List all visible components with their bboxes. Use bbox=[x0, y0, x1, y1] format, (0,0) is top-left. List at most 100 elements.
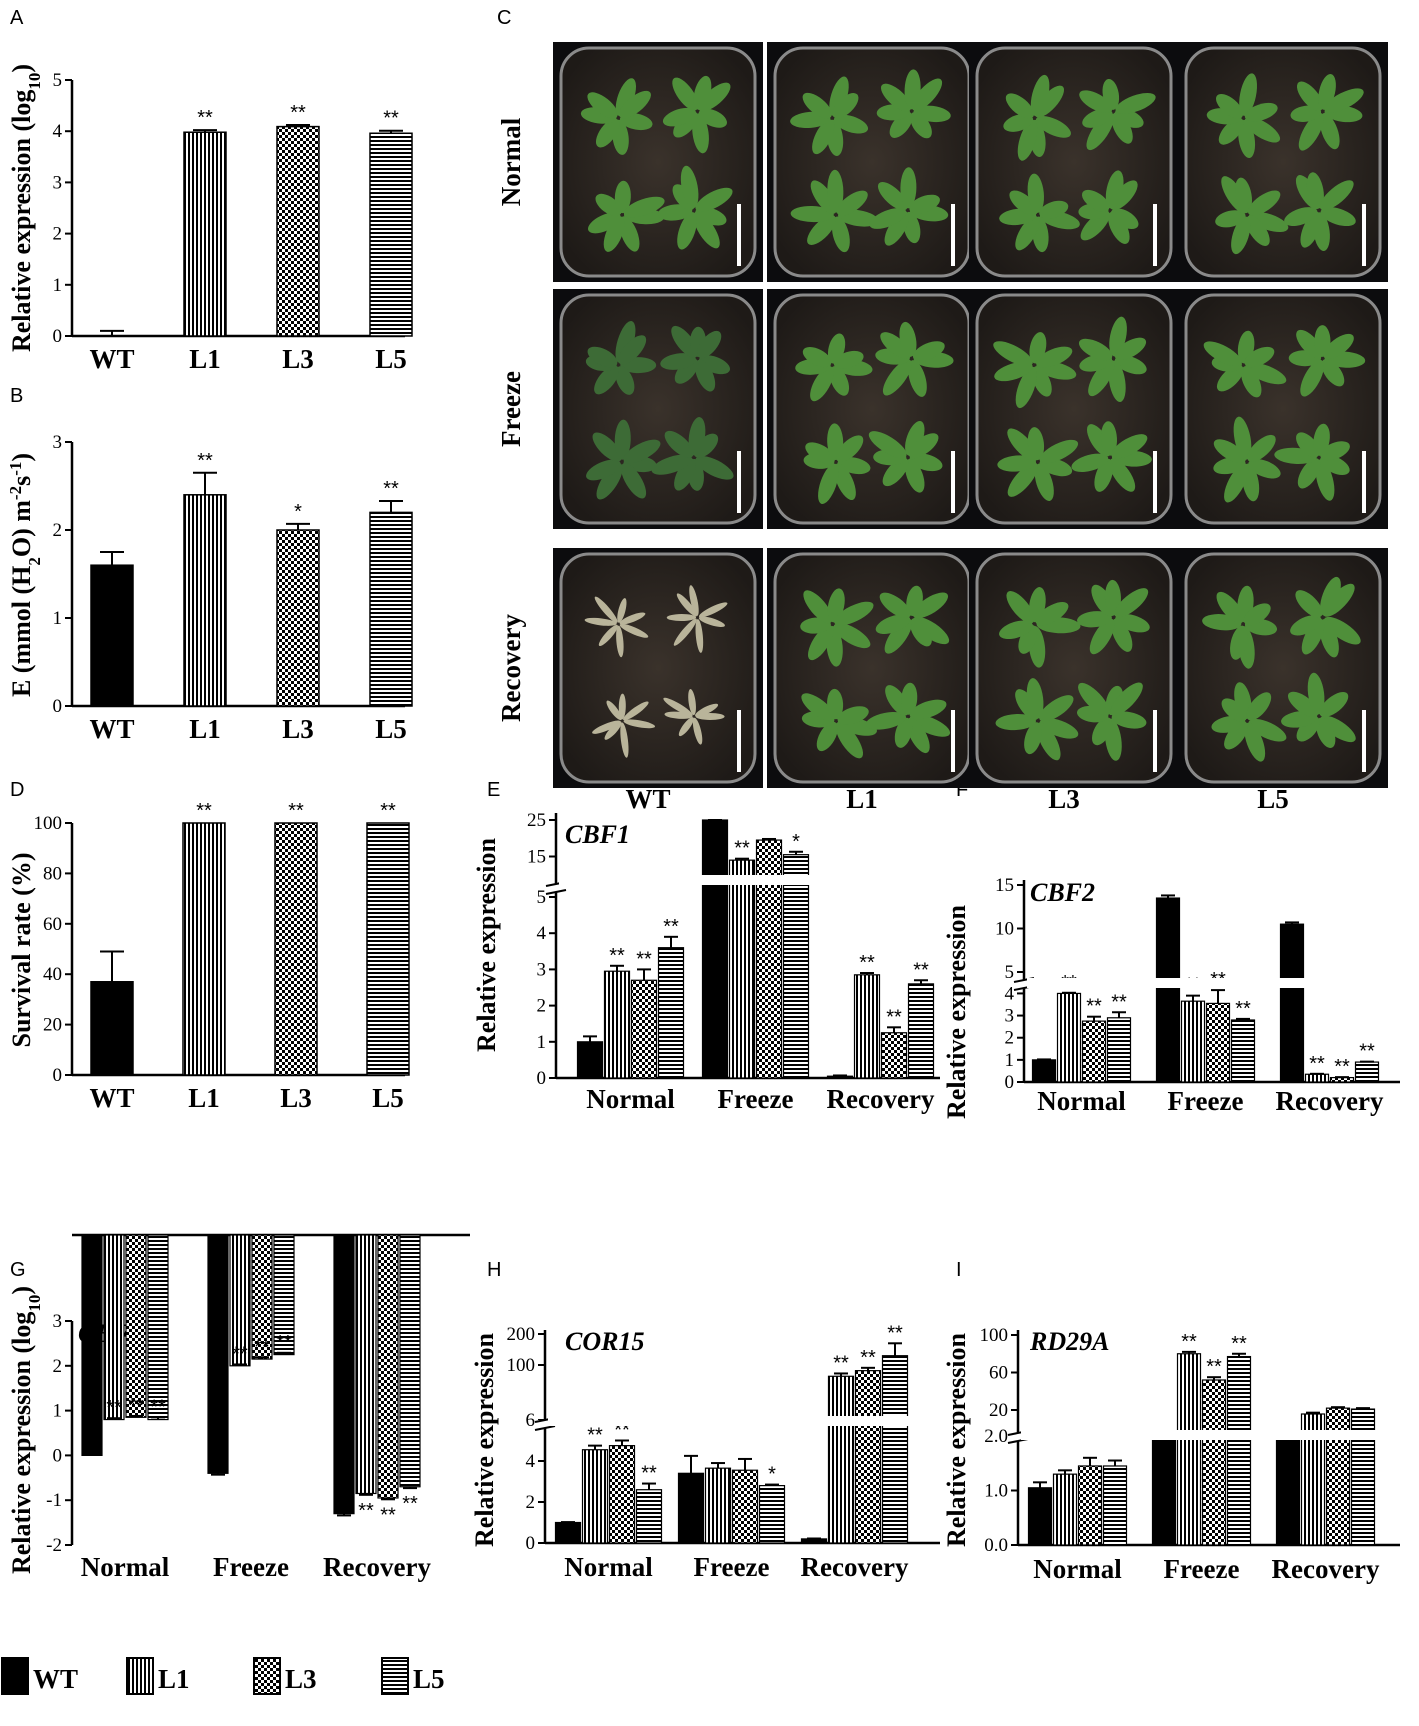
rosette-plant bbox=[865, 682, 951, 754]
significance-mark: ** bbox=[383, 478, 399, 500]
bar-WT-Normal bbox=[81, 1234, 103, 1456]
bar-L5-Normal bbox=[1102, 1465, 1128, 1546]
x-tick-label: L5 bbox=[372, 1083, 404, 1113]
y-tick-label: 4 bbox=[53, 121, 63, 142]
bar-L1-Recovery bbox=[827, 1375, 855, 1544]
panel-label: D bbox=[10, 779, 24, 801]
leaf bbox=[615, 366, 635, 395]
y-tick-label: 100 bbox=[507, 1355, 536, 1376]
significance-mark: ** bbox=[197, 107, 213, 129]
leaf bbox=[831, 216, 850, 253]
bar-L5-Freeze bbox=[758, 1484, 786, 1544]
y-tick-label: 25 bbox=[527, 810, 546, 831]
y-tick-label: 0 bbox=[1005, 1072, 1015, 1093]
rosette-plant bbox=[587, 180, 665, 252]
rosette-plant bbox=[660, 325, 731, 392]
leaf bbox=[868, 431, 907, 459]
leaf bbox=[1115, 92, 1156, 114]
leaf bbox=[614, 180, 631, 214]
axis-break-band bbox=[1021, 1430, 1400, 1440]
rosette-plant bbox=[1274, 423, 1350, 501]
leaf bbox=[1102, 78, 1120, 110]
leaf bbox=[1247, 190, 1281, 216]
legend-item-L3: L3 bbox=[253, 1657, 317, 1695]
significance-mark: ** bbox=[358, 1500, 374, 1522]
bar-L5-Recovery bbox=[399, 1234, 421, 1488]
x-group-label: Normal bbox=[586, 1084, 675, 1114]
pot bbox=[559, 552, 757, 784]
y-tick-label: 4 bbox=[1005, 983, 1015, 1004]
legend-swatch bbox=[126, 1657, 154, 1695]
leaf bbox=[994, 361, 1033, 382]
y-axis-label-part: Relative expression (log bbox=[7, 90, 36, 352]
leaf bbox=[1031, 366, 1052, 397]
leaf bbox=[1039, 695, 1074, 722]
leaf bbox=[695, 619, 704, 653]
leaf bbox=[910, 111, 932, 139]
pot bbox=[773, 552, 971, 784]
leaf bbox=[623, 439, 661, 464]
axis-break-gap bbox=[546, 884, 566, 892]
y-tick-label: 4 bbox=[537, 923, 547, 944]
significance-mark: ** bbox=[290, 102, 306, 124]
leaf bbox=[833, 622, 871, 649]
leaf bbox=[1298, 112, 1324, 151]
leaf bbox=[1039, 200, 1069, 219]
y-axis-label-part: ) bbox=[7, 1286, 36, 1295]
leaf bbox=[1234, 682, 1252, 720]
y-axis-label-part: ) bbox=[7, 453, 36, 462]
leaf bbox=[1221, 698, 1247, 722]
leaf bbox=[619, 90, 651, 119]
significance-mark: ** bbox=[197, 450, 213, 472]
y-tick-label: 100 bbox=[34, 813, 63, 834]
leaf bbox=[790, 206, 834, 223]
leaf bbox=[1244, 722, 1266, 762]
scale-bar bbox=[737, 451, 741, 513]
leaf bbox=[587, 92, 618, 119]
leaf bbox=[696, 330, 722, 359]
x-group-label: Freeze bbox=[1168, 1086, 1244, 1116]
significance-mark: ** bbox=[886, 1006, 902, 1028]
leaf bbox=[1323, 333, 1354, 360]
y-tick-label: 1 bbox=[53, 608, 63, 629]
leaf bbox=[1290, 615, 1322, 636]
rosette-plant bbox=[1215, 176, 1289, 255]
x-group-label: Recovery bbox=[827, 1084, 935, 1114]
chart-panel-G: GCBF3-2-10123******Normal******Freeze***… bbox=[7, 1233, 470, 1582]
bar-L3 bbox=[274, 822, 318, 1076]
x-tick-label: L5 bbox=[375, 714, 407, 744]
leaf bbox=[1215, 210, 1246, 228]
leaf bbox=[1248, 719, 1287, 742]
significance-mark: ** bbox=[1334, 1056, 1350, 1078]
leaf bbox=[1322, 583, 1355, 617]
photo-panel: C Normal Freeze Recovery WT L1 L3 L5 bbox=[496, 7, 1388, 814]
leaf bbox=[596, 463, 623, 500]
leaf bbox=[1296, 329, 1323, 359]
leaf bbox=[1319, 619, 1339, 658]
leaf bbox=[1078, 338, 1113, 361]
rosette-plant bbox=[651, 417, 734, 491]
leaf bbox=[1100, 421, 1118, 456]
bar-L1-Recovery bbox=[355, 1234, 377, 1495]
y-tick-label: 0 bbox=[537, 1068, 547, 1089]
scale-bar bbox=[737, 710, 741, 772]
leaf bbox=[673, 618, 697, 646]
leaf bbox=[1111, 434, 1148, 459]
scale-bar bbox=[1362, 451, 1366, 513]
photo-cell-Normal-L5 bbox=[1178, 42, 1388, 282]
x-tick-label: L1 bbox=[189, 714, 221, 744]
bar-WT-Recovery bbox=[1279, 923, 1305, 1083]
legend-swatch bbox=[1, 1657, 29, 1695]
leaf bbox=[869, 208, 907, 229]
y-tick-label: 200 bbox=[507, 1324, 536, 1345]
bar-L5-Freeze bbox=[1226, 1355, 1252, 1546]
photo-cell-Freeze-L5 bbox=[1178, 289, 1388, 529]
y-tick-label: 60 bbox=[43, 914, 62, 935]
leaf bbox=[909, 714, 951, 737]
leaf bbox=[884, 211, 910, 246]
y-axis-label: Relative expression (log10) bbox=[7, 64, 44, 352]
x-group-label: Normal bbox=[1037, 1086, 1126, 1116]
leaf bbox=[606, 700, 622, 721]
significance-mark: ** bbox=[402, 1493, 418, 1515]
leaf bbox=[615, 320, 636, 364]
